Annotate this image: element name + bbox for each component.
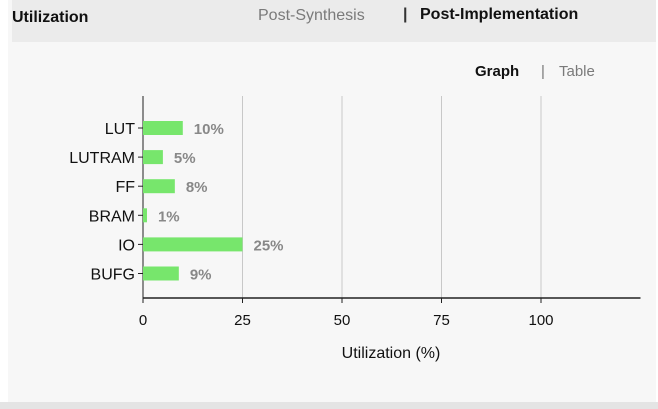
x-tick-label: 75 xyxy=(433,312,450,329)
category-label: IO xyxy=(118,237,135,254)
data-label: 9% xyxy=(190,267,212,284)
data-label: 5% xyxy=(174,150,196,167)
category-label: BRAM xyxy=(89,208,135,225)
panel-bottom-border xyxy=(0,402,658,409)
data-label: 8% xyxy=(186,179,208,196)
bar-lut xyxy=(143,121,183,135)
x-tick-label: 0 xyxy=(139,312,147,329)
panel-header xyxy=(12,0,656,42)
category-label: BUFG xyxy=(91,267,135,284)
category-label: LUT xyxy=(105,121,135,138)
tab-post-implementation[interactable]: Post-Implementation xyxy=(420,6,579,23)
bar-lutram xyxy=(143,150,163,165)
view-separator: | xyxy=(541,63,545,80)
bar-io xyxy=(143,237,243,252)
data-label: 25% xyxy=(254,237,284,254)
x-tick-label: 100 xyxy=(528,312,553,329)
view-graph-link[interactable]: Graph xyxy=(475,63,520,80)
bar-ff xyxy=(143,179,175,194)
data-label: 10% xyxy=(194,121,224,138)
tab-separator: | xyxy=(403,6,408,23)
category-label: LUTRAM xyxy=(69,150,135,167)
tab-post-synthesis[interactable]: Post-Synthesis xyxy=(258,7,365,24)
panel-title: Utilization xyxy=(12,9,89,26)
utilization-panel xyxy=(8,0,656,402)
view-table-link[interactable]: Table xyxy=(559,63,595,80)
bar-bufg xyxy=(143,266,179,281)
data-label: 1% xyxy=(158,208,180,225)
x-tick-label: 25 xyxy=(234,312,251,329)
bar-bram xyxy=(143,208,147,223)
category-label: FF xyxy=(115,179,135,196)
x-axis-title: Utilization (%) xyxy=(342,345,441,362)
x-tick-label: 50 xyxy=(334,312,351,329)
